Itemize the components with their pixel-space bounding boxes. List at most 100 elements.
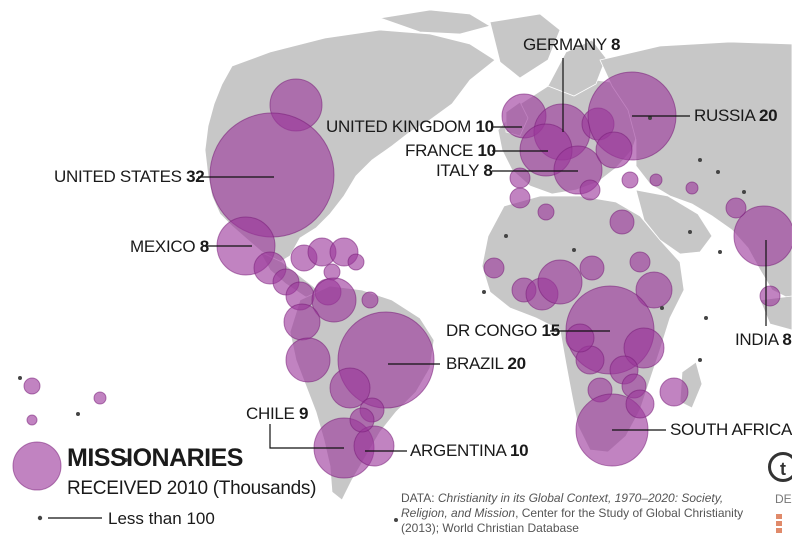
label-value: 8 <box>611 35 621 54</box>
small-marker <box>76 412 80 416</box>
label-name: RUSSIA <box>694 106 755 125</box>
small-marker <box>698 358 702 362</box>
label-italy: ITALY 8 <box>436 162 493 180</box>
label-value: 20 <box>759 106 778 125</box>
small-marker <box>482 290 486 294</box>
bubble-kenya <box>635 271 673 309</box>
small-marker <box>660 306 664 310</box>
bubble-pacific-island <box>93 391 107 405</box>
bubble-georgia <box>649 173 663 187</box>
legend-bubble-icon <box>12 441 62 491</box>
publisher-logo-bars <box>776 514 784 538</box>
bubble-united-states <box>209 112 335 238</box>
bubble-tanzania <box>623 327 665 369</box>
label-name: ITALY <box>436 161 479 180</box>
bubble-colombia <box>311 277 357 323</box>
bubble-ethiopia <box>629 251 651 273</box>
label-name: BRAZIL <box>446 354 504 373</box>
small-markers <box>18 116 746 522</box>
bubble-peru <box>285 337 331 383</box>
bubble-pakistan <box>725 197 747 219</box>
label-name: MEXICO <box>130 237 196 256</box>
legend-subtitle: RECEIVED 2010 (Thousands) <box>67 478 317 499</box>
label-value: 32 <box>186 167 205 186</box>
bubble-egypt <box>537 203 555 221</box>
publisher-logo-badge: t <box>768 452 792 482</box>
source-title: Christianity in its Global Context, 1970… <box>401 491 724 520</box>
land-canada-islands <box>379 9 492 35</box>
publisher-logo-text: DE <box>775 492 792 506</box>
bubble-ukraine <box>595 131 633 169</box>
legend-title: MISSIONARIES <box>67 444 243 472</box>
bubble-sudan <box>609 209 635 235</box>
leader-lines <box>198 58 767 452</box>
leader-chile <box>269 424 344 449</box>
bubble-zimbabwe <box>625 389 655 419</box>
label-dr-congo: DR CONGO 15 <box>446 322 560 340</box>
label-value: 20 <box>507 354 527 373</box>
bubble-turkey <box>621 171 639 189</box>
label-value: 9 <box>299 404 309 423</box>
bubble-greece <box>579 179 601 201</box>
land-greenland <box>489 13 561 79</box>
label-value: 10 <box>509 441 529 460</box>
bubble-iran <box>685 181 699 195</box>
label-value: 10 <box>477 141 497 160</box>
label-name: SOUTH AFRICA <box>670 420 792 439</box>
label-name: FRANCE <box>405 141 474 160</box>
label-united-kingdom: UNITED KINGDOM 10 <box>326 118 494 136</box>
bubble-senegal <box>483 257 505 279</box>
bubble-morocco <box>509 187 531 209</box>
label-chile: CHILE 9 <box>246 405 308 423</box>
label-name: UNITED STATES <box>54 167 182 186</box>
source-prefix: DATA: <box>401 491 438 505</box>
label-name: DR CONGO <box>446 321 538 340</box>
label-brazil: BRAZIL 20 <box>446 355 526 373</box>
bubble-pacific-island-2 <box>26 414 38 426</box>
small-marker <box>704 316 708 320</box>
label-france: FRANCE 10 <box>405 142 496 160</box>
label-value: 10 <box>475 117 494 136</box>
bubble-ecuador <box>283 303 321 341</box>
bubble-argentina <box>353 425 395 467</box>
label-name: GERMANY <box>523 35 607 54</box>
label-value: 8 <box>483 161 493 180</box>
bubble-puerto-rico <box>347 253 365 271</box>
label-name: INDIA <box>735 330 778 349</box>
bubble-sri-lanka <box>759 285 781 307</box>
label-mexico: MEXICO 8 <box>130 238 209 256</box>
label-russia: RUSSIA 20 <box>694 106 778 125</box>
bubble-india <box>733 205 792 267</box>
legend-small-marker-label: Less than 100 <box>108 509 215 528</box>
label-name: CHILE <box>246 404 295 423</box>
source-rest: , Center for the Study of Global Christi… <box>401 506 744 535</box>
label-value: 8 <box>199 237 209 256</box>
label-name: ARGENTINA <box>410 441 506 460</box>
label-south-africa: SOUTH AFRICA 1 <box>670 421 792 439</box>
source-note: DATA: Christianity in its Global Context… <box>401 491 761 536</box>
bubble-chad <box>579 255 605 281</box>
bubble-madagascar <box>659 377 689 407</box>
small-marker <box>688 230 692 234</box>
bubble-congo <box>565 323 595 353</box>
small-marker <box>572 248 576 252</box>
label-value: 15 <box>541 321 561 340</box>
small-marker <box>394 518 398 522</box>
label-united-states: UNITED STATES 32 <box>54 167 205 186</box>
small-marker <box>648 116 652 120</box>
small-marker <box>698 158 702 162</box>
label-india: INDIA 8 <box>735 331 792 349</box>
small-marker <box>716 170 720 174</box>
small-marker <box>124 458 128 462</box>
bubble-uruguay <box>349 407 375 433</box>
legend-small-dot-icon <box>37 515 43 521</box>
small-marker <box>18 376 22 380</box>
bubble-bolivia <box>329 367 371 409</box>
label-germany: GERMANY 8 <box>523 36 620 54</box>
small-marker <box>742 190 746 194</box>
label-value: 8 <box>782 330 792 349</box>
label-name: UNITED KINGDOM <box>326 117 472 136</box>
bubble-cameroon <box>537 259 583 305</box>
bubble-venezuela <box>361 291 379 309</box>
